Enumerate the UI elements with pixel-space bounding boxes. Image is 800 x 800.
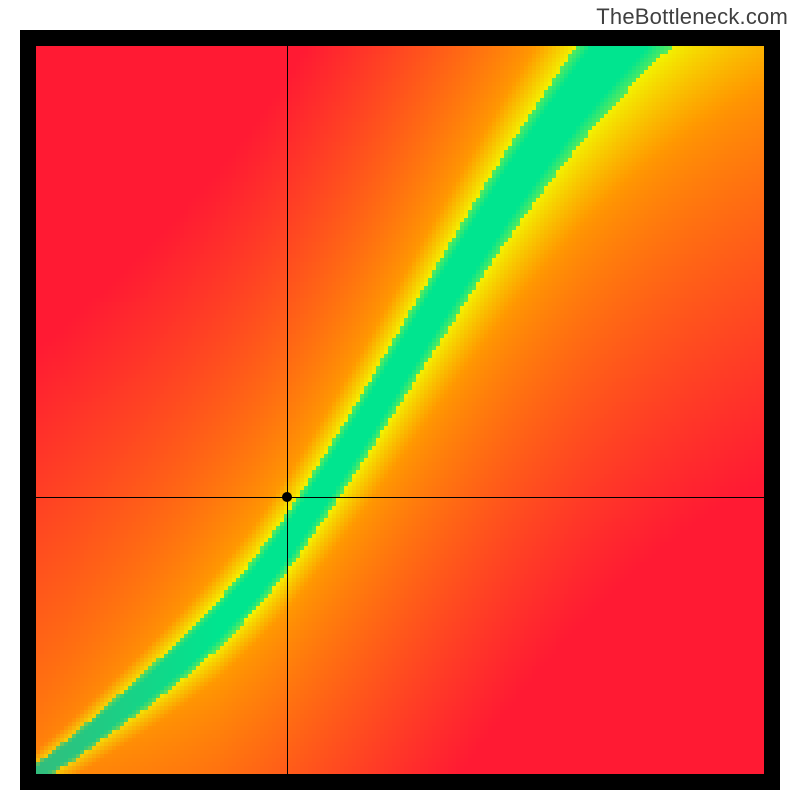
- heatmap-canvas: [36, 46, 764, 774]
- crosshair-vertical: [287, 46, 288, 774]
- watermark-text: TheBottleneck.com: [596, 4, 788, 30]
- crosshair-marker-dot: [282, 492, 292, 502]
- chart-outer-frame: [20, 30, 780, 790]
- chart-inner-area: [36, 46, 764, 774]
- crosshair-horizontal: [36, 497, 764, 498]
